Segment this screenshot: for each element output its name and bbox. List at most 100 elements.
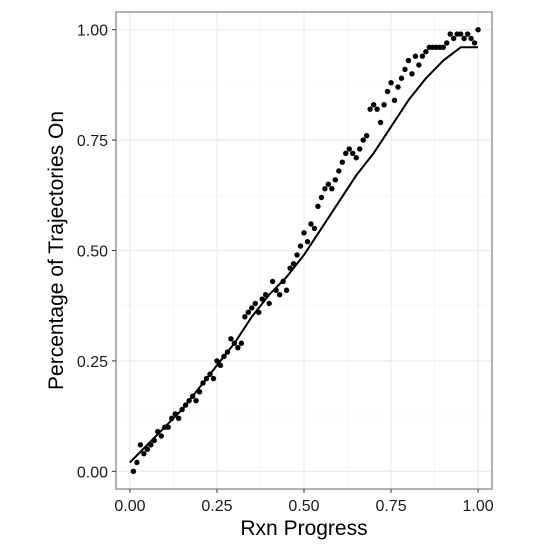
x-axis-title: Rxn Progress	[240, 517, 367, 540]
data-point	[276, 291, 283, 298]
data-point	[235, 344, 241, 351]
data-point	[200, 380, 206, 386]
data-point	[409, 71, 415, 77]
data-point	[419, 53, 426, 59]
data-point	[165, 424, 171, 430]
data-point	[259, 296, 265, 302]
data-point	[221, 353, 227, 360]
y-tick-label: 0.00	[77, 464, 108, 481]
data-point	[196, 389, 203, 395]
data-point	[451, 35, 457, 42]
data-point	[231, 340, 238, 346]
data-point	[266, 300, 272, 307]
data-point	[444, 40, 450, 46]
data-point	[287, 265, 293, 271]
data-point	[242, 314, 248, 320]
data-point	[308, 221, 314, 227]
data-point	[357, 146, 363, 152]
data-point	[457, 31, 464, 37]
data-point	[384, 88, 391, 95]
data-point	[402, 66, 408, 73]
data-point	[238, 340, 245, 346]
data-point	[405, 57, 412, 64]
data-point	[464, 31, 471, 37]
x-axis-ticks: 0.00 0.25 0.50 0.75 1.00	[114, 489, 494, 515]
data-point	[151, 437, 157, 444]
data-point	[144, 446, 151, 452]
data-point	[297, 243, 304, 249]
data-point	[395, 84, 401, 90]
data-point	[391, 97, 398, 104]
data-point	[336, 168, 342, 174]
data-point	[210, 375, 217, 382]
data-point	[440, 44, 446, 51]
data-point	[315, 203, 321, 210]
data-point	[182, 402, 189, 408]
data-point	[290, 261, 297, 267]
data-point	[304, 238, 311, 245]
data-point	[186, 397, 192, 404]
data-point	[252, 300, 258, 307]
y-axis-ticks: 0.00 0.25 0.50 0.75 1.00	[77, 23, 116, 481]
y-tick-label: 0.75	[77, 133, 108, 150]
data-point	[339, 159, 345, 165]
data-point	[130, 468, 137, 475]
data-point	[172, 411, 178, 417]
data-point	[214, 358, 220, 364]
x-tick-label: 1.00	[463, 498, 494, 515]
y-axis-title: Percentage of Trajectories On	[45, 111, 68, 390]
data-point	[374, 106, 380, 112]
data-point	[134, 459, 140, 466]
data-point	[412, 53, 419, 59]
data-point	[179, 406, 185, 413]
x-tick-label: 0.25	[201, 498, 232, 515]
x-tick-label: 0.75	[375, 498, 406, 515]
data-point	[217, 362, 224, 369]
data-points-layer	[130, 26, 481, 475]
data-point	[269, 278, 276, 285]
data-point	[155, 428, 161, 435]
y-tick-label: 1.00	[77, 23, 108, 40]
data-point	[203, 375, 210, 382]
data-point	[398, 75, 405, 81]
x-tick-label: 0.00	[114, 498, 145, 515]
data-point	[461, 35, 467, 42]
data-point	[318, 194, 325, 201]
data-point	[329, 185, 335, 192]
data-point	[228, 336, 234, 342]
data-point	[301, 230, 307, 236]
data-point	[388, 79, 394, 86]
grid-major-lines	[116, 12, 492, 489]
data-point	[475, 26, 481, 33]
data-point	[137, 442, 144, 448]
data-point	[423, 49, 429, 55]
data-point	[256, 309, 262, 316]
data-point	[471, 40, 478, 46]
data-point	[363, 132, 370, 139]
data-point	[322, 185, 328, 192]
data-point	[360, 137, 366, 143]
data-point	[169, 415, 175, 422]
data-point	[158, 433, 164, 439]
data-point	[377, 119, 384, 126]
data-point	[468, 35, 474, 42]
data-point	[353, 155, 359, 161]
data-point	[350, 150, 356, 157]
data-point	[370, 102, 377, 108]
data-point	[311, 225, 318, 232]
data-point	[175, 415, 182, 422]
data-point	[367, 106, 373, 112]
data-point	[273, 287, 279, 293]
y-tick-label: 0.50	[77, 244, 108, 261]
data-point	[249, 305, 255, 311]
data-point	[325, 181, 332, 187]
data-point	[346, 146, 352, 152]
data-point	[141, 450, 147, 457]
data-point	[193, 397, 199, 404]
data-point	[148, 442, 154, 448]
data-point	[381, 102, 387, 108]
data-point	[263, 291, 269, 298]
data-point	[416, 62, 422, 68]
data-point	[189, 393, 196, 399]
